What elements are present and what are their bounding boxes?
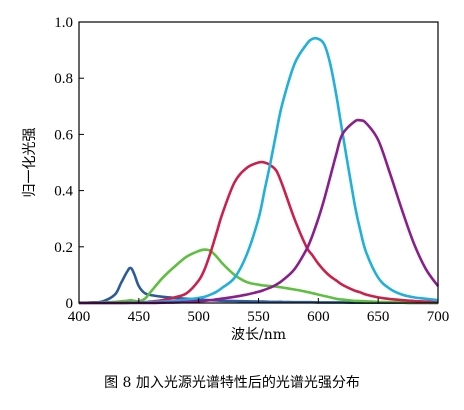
y-tick-label-0: 0	[66, 296, 74, 312]
x-tick-label-700: 700	[427, 309, 450, 325]
series-line-5	[79, 118, 440, 305]
y-tick-label-0.8: 0.8	[54, 71, 73, 87]
series-layer	[78, 36, 440, 305]
y-tick-label-0.2: 0.2	[54, 240, 73, 256]
ticks-layer: 400 450 500 550 600 650 700 0 0.2 0.4 0.6 0.8 1.0	[54, 15, 449, 325]
x-tick-label-600: 600	[307, 309, 330, 325]
y-tick-label-1.0: 1.0	[54, 15, 73, 31]
series-line-2	[78, 248, 439, 305]
x-tick-label-650: 650	[367, 309, 390, 325]
y-tick-label-0.4: 0.4	[54, 184, 73, 200]
x-tick-label-500: 500	[187, 309, 210, 325]
series-line-3	[79, 160, 439, 305]
series-line-4	[79, 36, 439, 305]
figure-caption: 图 8 加入光源光谱特性后的光谱光强分布	[104, 375, 360, 391]
x-axis-label: 波长/nm	[231, 327, 286, 343]
x-tick-label-450: 450	[128, 309, 151, 325]
x-tick-label-400: 400	[68, 309, 91, 325]
x-tick-label-550: 550	[247, 309, 270, 325]
y-axis-label: 归一化光强	[21, 128, 38, 198]
y-tick-label-0.6: 0.6	[54, 127, 73, 143]
